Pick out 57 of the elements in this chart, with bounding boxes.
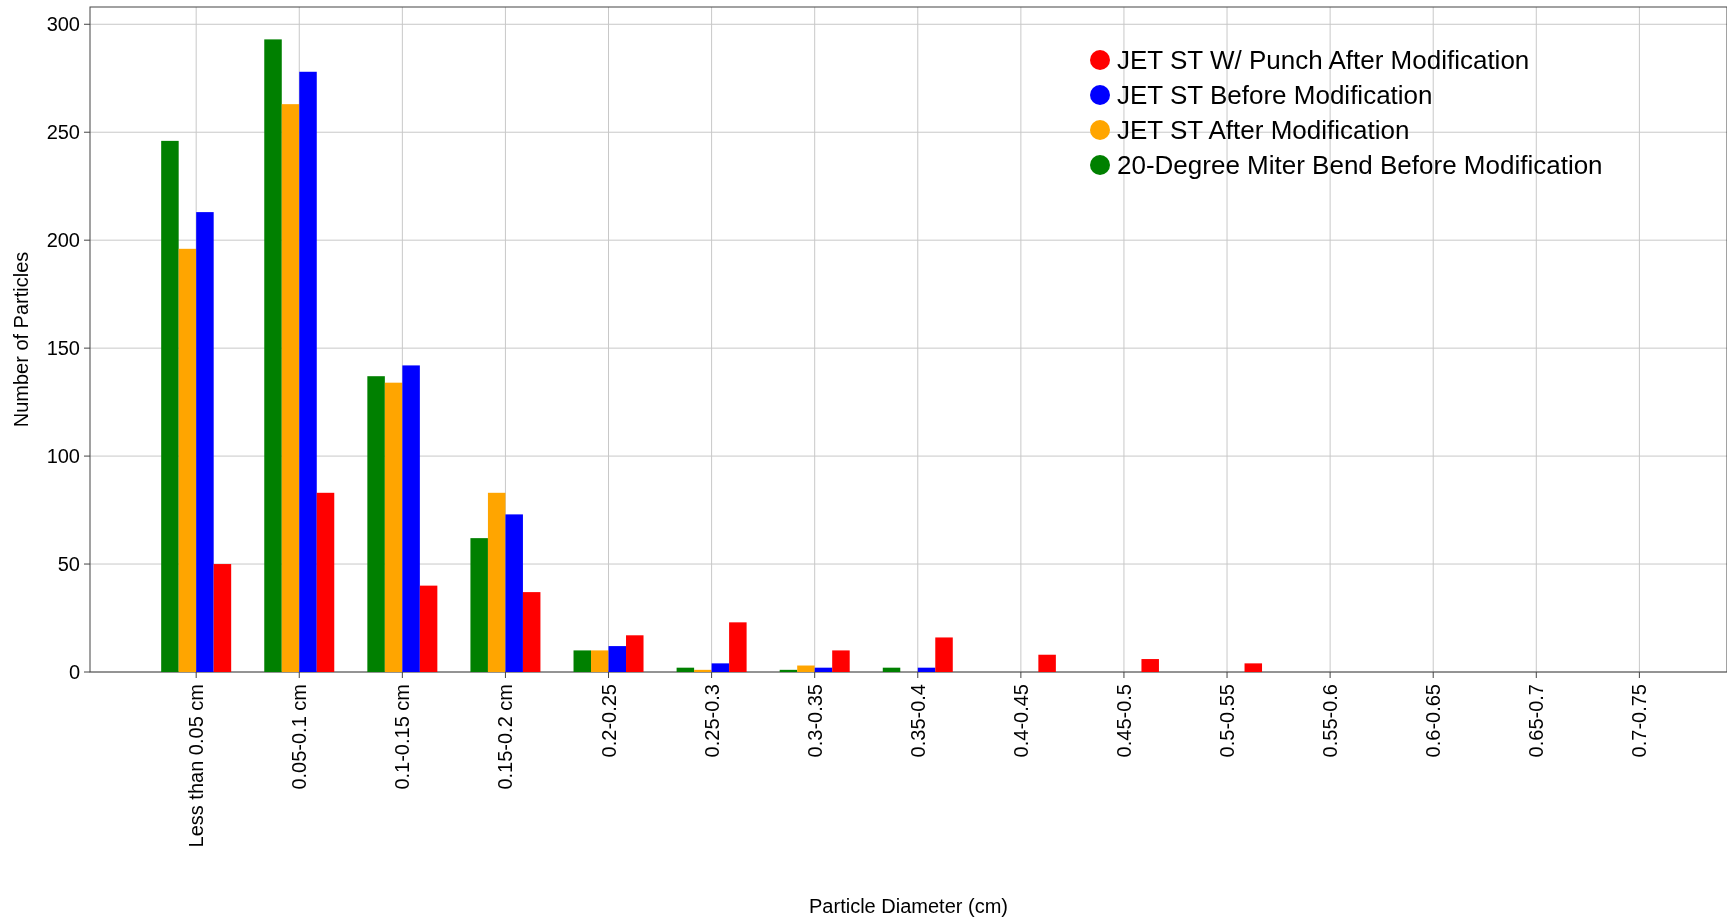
x-tick-label: 0.55-0.6 (1319, 684, 1342, 758)
x-tick-label: 0.05-0.1 cm (288, 684, 311, 790)
x-tick-label: 0.7-0.75 (1628, 684, 1651, 758)
bar (384, 382, 403, 672)
y-tick-label: 0 (68, 661, 80, 683)
x-tick-label: 0.25-0.3 (700, 684, 723, 758)
bar (573, 650, 592, 672)
x-tick-label: 0.45-0.5 (1112, 684, 1135, 758)
bar (711, 663, 730, 672)
legend-label: JET ST After Modification (1117, 115, 1410, 146)
bar (608, 646, 627, 672)
bar (1038, 654, 1056, 672)
x-tick-label: Less than 0.05 cm (185, 684, 208, 848)
x-tick-label: 0.2-0.25 (597, 684, 620, 758)
bar (161, 140, 179, 672)
bar (729, 622, 747, 672)
y-tick-label: 100 (46, 445, 80, 468)
bar (316, 492, 335, 672)
bar (213, 564, 232, 672)
y-tick-label: 150 (46, 337, 80, 360)
bar (281, 104, 300, 672)
bar (522, 592, 541, 672)
bar (1141, 659, 1159, 672)
x-tick-label: 0.65-0.7 (1525, 684, 1548, 758)
x-tick-label: 0.1-0.15 cm (391, 684, 414, 790)
bar (196, 212, 214, 672)
bar (591, 650, 609, 672)
legend-label: 20-Degree Miter Bend Before Modification (1117, 150, 1603, 181)
bar (832, 650, 850, 672)
bar (935, 637, 953, 672)
x-tick-label: 0.5-0.55 (1216, 684, 1239, 758)
bar (264, 39, 282, 672)
bar (367, 376, 385, 672)
bar (487, 492, 506, 672)
y-tick-label: 250 (46, 121, 80, 144)
y-tick-label: 50 (57, 553, 80, 576)
bar (402, 365, 420, 672)
x-tick-label: 0.4-0.45 (1009, 684, 1032, 758)
bar (626, 635, 644, 672)
x-tick-label: 0.6-0.65 (1422, 684, 1445, 758)
y-axis-title: Number of Particles (10, 251, 32, 428)
bar (505, 514, 523, 672)
bar (299, 71, 317, 672)
y-tick-label: 200 (46, 229, 80, 252)
legend-label: JET ST W/ Punch After Modification (1117, 45, 1530, 76)
y-tick-label: 300 (46, 13, 80, 36)
x-tick-label: 0.3-0.35 (803, 684, 826, 758)
x-tick-label: 0.15-0.2 cm (494, 684, 517, 790)
bar (797, 665, 815, 672)
bar (694, 669, 712, 672)
x-tick-label: 0.35-0.4 (906, 684, 929, 758)
bar (470, 538, 488, 672)
bar (1244, 663, 1263, 672)
x-axis-title: Particle Diameter (cm) (809, 895, 1008, 917)
legend-label: JET ST Before Modification (1117, 80, 1433, 111)
bar (178, 248, 197, 672)
bar (419, 585, 438, 672)
